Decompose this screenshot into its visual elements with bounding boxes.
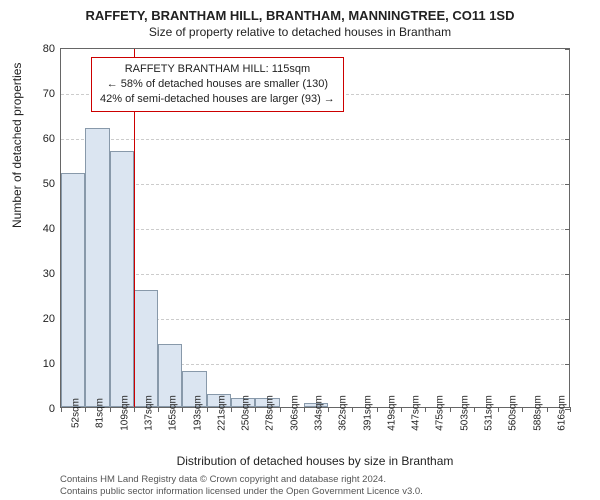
x-tick-mark [158,407,159,412]
x-tick-mark [61,407,62,412]
annotation-line: RAFFETY BRANTHAM HILL: 115sqm [100,62,335,77]
x-tick-label: 334sqm [314,395,325,431]
x-tick-label: 447sqm [411,395,422,431]
x-tick-label: 193sqm [192,395,203,431]
y-tick-mark [565,319,570,320]
x-tick-label: 560sqm [508,395,519,431]
x-tick-mark [570,407,571,412]
histogram-bar [134,290,158,407]
y-tick-mark [565,364,570,365]
chart-title-main: RAFFETY, BRANTHAM HILL, BRANTHAM, MANNIN… [0,0,600,23]
x-tick-mark [425,407,426,412]
x-tick-mark [304,407,305,412]
x-tick-mark [377,407,378,412]
y-tick-label: 80 [43,43,61,55]
y-tick-mark [565,184,570,185]
y-tick-label: 60 [43,133,61,145]
x-axis-label: Distribution of detached houses by size … [60,454,570,468]
annotation-line: 42% of semi-detached houses are larger (… [100,92,335,107]
y-tick-mark [565,49,570,50]
x-tick-mark [134,407,135,412]
histogram-bar [85,128,109,407]
y-tick-mark [565,274,570,275]
gridline [61,139,569,140]
x-tick-label: 221sqm [216,395,227,431]
histogram-bar [61,173,85,407]
footer-line1: Contains HM Land Registry data © Crown c… [60,474,423,486]
x-tick-mark [182,407,183,412]
x-tick-mark [401,407,402,412]
x-tick-mark [450,407,451,412]
y-tick-label: 40 [43,223,61,235]
x-tick-label: 137sqm [144,395,155,431]
x-tick-label: 531sqm [484,395,495,431]
x-tick-label: 250sqm [241,395,252,431]
gridline [61,274,569,275]
x-tick-mark [255,407,256,412]
annotation-box: RAFFETY BRANTHAM HILL: 115sqm← 58% of de… [91,57,344,112]
plot-area: 0102030405060708052sqm81sqm109sqm137sqm1… [60,48,570,408]
y-tick-mark [565,139,570,140]
y-tick-label: 70 [43,88,61,100]
x-tick-label: 588sqm [532,395,543,431]
x-tick-label: 503sqm [459,395,470,431]
gridline [61,184,569,185]
y-tick-label: 30 [43,268,61,280]
x-tick-label: 52sqm [71,398,82,428]
x-tick-label: 391sqm [362,395,373,431]
x-tick-label: 419sqm [386,395,397,431]
footer-line2: Contains public sector information licen… [60,486,423,498]
x-tick-label: 81sqm [95,398,106,428]
y-tick-label: 0 [49,403,61,415]
x-tick-label: 475sqm [435,395,446,431]
y-tick-label: 20 [43,313,61,325]
x-tick-mark [474,407,475,412]
footer-attribution: Contains HM Land Registry data © Crown c… [60,474,423,498]
histogram-bar [110,151,134,408]
x-tick-label: 278sqm [265,395,276,431]
x-tick-mark [498,407,499,412]
x-tick-mark [207,407,208,412]
y-axis-label: Number of detached properties [10,63,24,228]
x-tick-label: 165sqm [168,395,179,431]
chart-container: RAFFETY, BRANTHAM HILL, BRANTHAM, MANNIN… [0,0,600,500]
x-tick-mark [231,407,232,412]
gridline [61,229,569,230]
x-tick-mark [547,407,548,412]
x-tick-label: 109sqm [119,395,130,431]
x-tick-mark [110,407,111,412]
y-tick-label: 50 [43,178,61,190]
annotation-line: ← 58% of detached houses are smaller (13… [100,77,335,92]
x-tick-label: 362sqm [338,395,349,431]
chart-title-sub: Size of property relative to detached ho… [0,23,600,39]
x-tick-label: 306sqm [289,395,300,431]
x-tick-label: 616sqm [556,395,567,431]
y-tick-label: 10 [43,358,61,370]
x-tick-mark [85,407,86,412]
y-tick-mark [565,94,570,95]
x-tick-mark [328,407,329,412]
x-tick-mark [352,407,353,412]
y-tick-mark [565,229,570,230]
x-tick-mark [522,407,523,412]
x-tick-mark [280,407,281,412]
